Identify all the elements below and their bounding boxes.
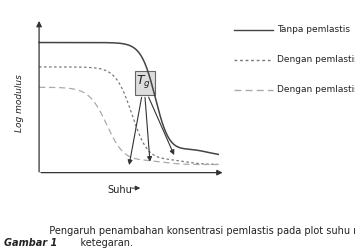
Text: $T_g$: $T_g$: [136, 73, 151, 90]
Text: Gambar 1: Gambar 1: [4, 238, 57, 248]
Text: Log modulus: Log modulus: [15, 74, 24, 132]
Text: Dengan pemlastis +: Dengan pemlastis +: [277, 56, 355, 64]
Text: Suhu: Suhu: [107, 185, 132, 195]
Text: Dengan pemlastis ++: Dengan pemlastis ++: [277, 86, 355, 94]
FancyBboxPatch shape: [135, 71, 155, 96]
Text: Pengaruh penambahan konsentrasi pemlastis pada plot suhu modulus
            ket: Pengaruh penambahan konsentrasi pemlasti…: [43, 226, 355, 248]
Text: Tanpa pemlastis: Tanpa pemlastis: [277, 26, 350, 35]
